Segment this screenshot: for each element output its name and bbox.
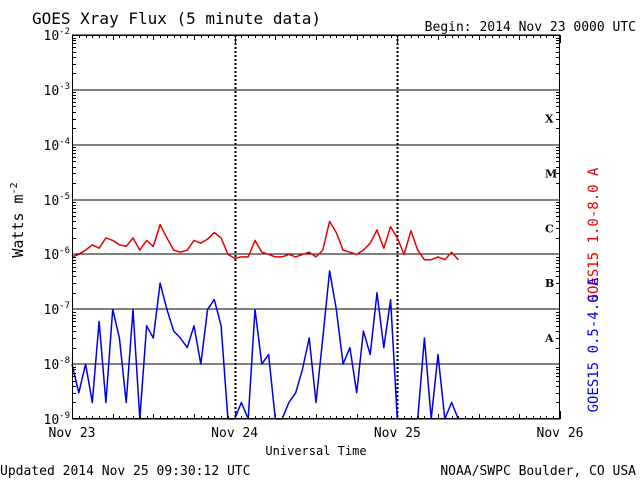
x-axis-label: Universal Time [265, 444, 366, 458]
legend-long-channel: GOES15 1.0-8.0 A [586, 167, 602, 302]
y-tick-exp: -3 [59, 82, 70, 92]
y-tick-label: 10-2 [44, 27, 71, 44]
y-tick-exp: -8 [59, 356, 70, 366]
flare-class-label: C [545, 222, 554, 235]
credit-text: NOAA/SWPC Boulder, CO USA [440, 464, 636, 479]
y-tick-label: 10-8 [44, 356, 71, 373]
y-axis-label-base: Watts m [9, 194, 27, 257]
flare-class-label: A [544, 332, 554, 345]
y-tick-base: 10 [44, 84, 60, 99]
y-axis-label: Watts m-2 [9, 182, 27, 257]
y-tick-exp: -2 [59, 27, 70, 37]
y-axis-label-exp: -2 [9, 182, 20, 194]
x-tick-label: Nov 24 [211, 426, 258, 441]
begin-date: Begin: 2014 Nov 23 0000 UTC [425, 20, 636, 35]
flare-class-label: B [545, 277, 554, 290]
y-tick-label: 10-6 [44, 246, 71, 263]
y-tick-label: 10-9 [44, 411, 71, 428]
y-tick-base: 10 [44, 194, 60, 209]
y-tick-label: 10-7 [44, 301, 71, 318]
y-tick-label: 10-5 [44, 192, 71, 209]
y-tick-base: 10 [44, 413, 60, 428]
y-tick-base: 10 [44, 303, 60, 318]
x-tick-label: Nov 25 [374, 426, 421, 441]
chart-title: GOES Xray Flux (5 minute data) [32, 9, 321, 28]
flare-class-label: X [545, 113, 554, 126]
grid-lines [72, 34, 560, 420]
y-tick-exp: -7 [59, 301, 70, 311]
x-tick-label: Nov 26 [537, 426, 584, 441]
y-tick-exp: -4 [59, 137, 70, 147]
series-line-1 [71, 270, 459, 420]
legend-short-channel: GOES15 0.5-4.0 A [586, 277, 602, 412]
flare-class-label: M [545, 167, 557, 180]
y-tick-base: 10 [44, 139, 60, 154]
x-tick-label: Nov 23 [49, 426, 96, 441]
y-tick-label: 10-4 [44, 137, 71, 154]
series-line-0 [71, 220, 459, 261]
y-tick-exp: -5 [59, 192, 70, 202]
updated-stamp: Updated 2014 Nov 25 09:30:12 UTC [0, 464, 250, 479]
y-tick-base: 10 [44, 29, 60, 44]
plot-frame [72, 35, 560, 419]
y-tick-base: 10 [44, 358, 60, 373]
y-tick-label: 10-3 [44, 82, 71, 99]
series-lines [71, 220, 459, 420]
y-tick-exp: -9 [59, 411, 70, 421]
y-tick-exp: -6 [59, 246, 70, 256]
y-tick-base: 10 [44, 248, 60, 263]
